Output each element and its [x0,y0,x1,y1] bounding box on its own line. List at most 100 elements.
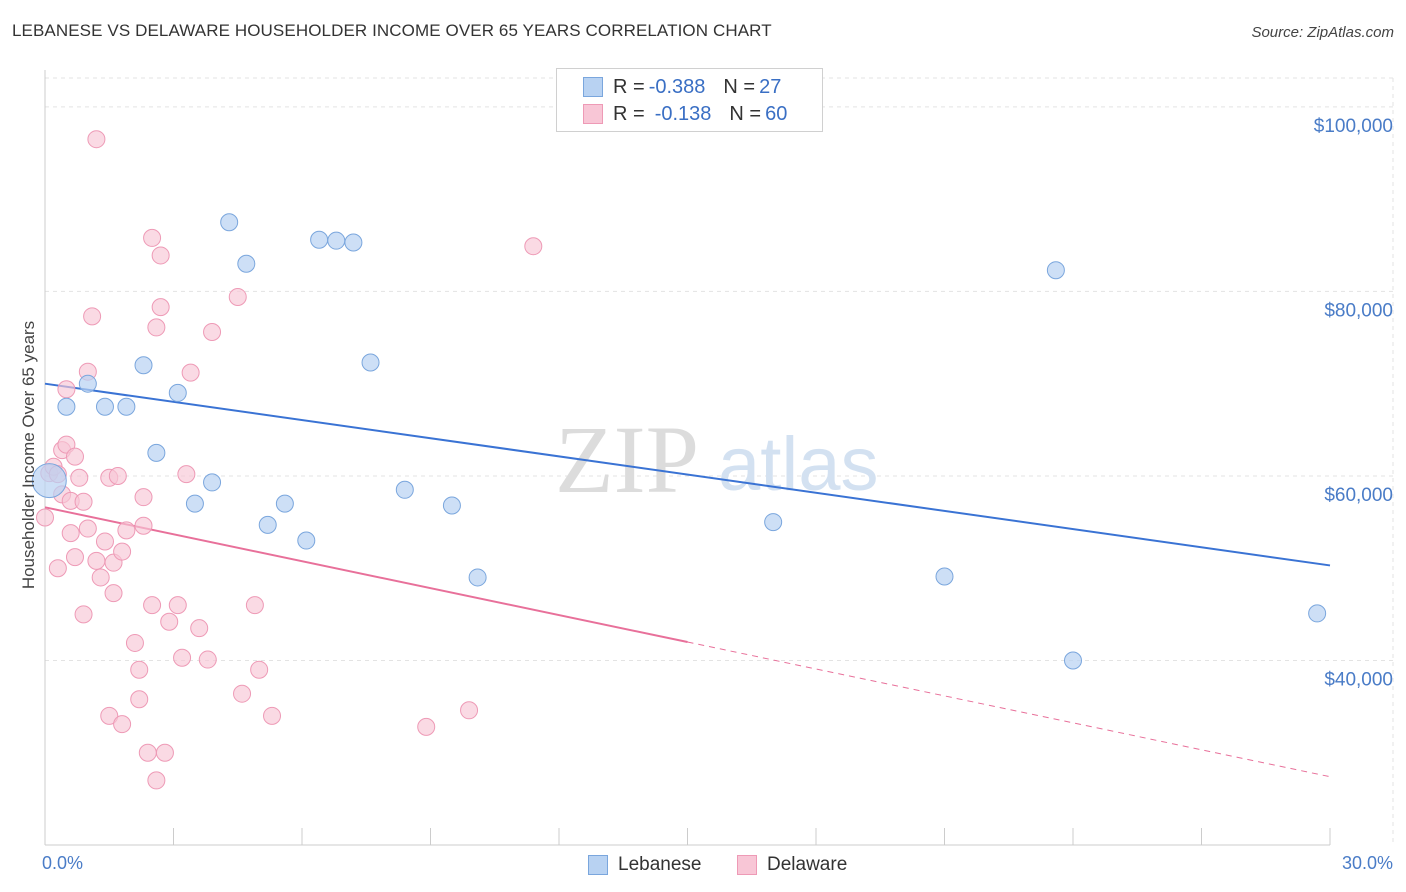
delaware-point [190,619,209,638]
delaware-point [130,660,149,679]
legend-n-value: 60 [765,102,788,125]
delaware-point [168,596,187,615]
lebanese-legend-swatch [588,855,608,875]
y-tick-label: $60,000 [1324,485,1393,506]
lebanese-point [1064,651,1082,670]
lebanese-legend-label: Lebanese [618,854,702,875]
x-tick-label: 30.0% [1342,853,1393,873]
legend-r-label: R = [613,102,645,125]
delaware-legend-swatch [737,855,757,875]
lebanese-point [764,513,783,532]
delaware-point [228,287,247,306]
lebanese-point [361,353,380,372]
lebanese-point [117,397,136,416]
chart-title: LEBANESE VS DELAWARE HOUSEHOLDER INCOME … [12,21,772,40]
lebanese-point [275,494,294,513]
delaware-point [245,596,264,615]
lebanese-point [147,443,166,462]
delaware-point [250,660,269,679]
lebanese-swatch [583,77,603,97]
legend-n-label: N = [723,75,756,98]
delaware-point [417,717,436,736]
lebanese-point [310,230,329,249]
delaware-point [173,648,192,667]
delaware-point [113,542,132,561]
lebanese-point [1308,604,1327,623]
axes [44,70,1331,846]
delaware-point [74,605,93,624]
legend-n-value: 27 [759,75,782,98]
legend-n-label: N = [729,102,762,125]
delaware-point [87,130,106,149]
lebanese-point [134,356,153,375]
y-axis-label: Householder Income Over 65 years [19,321,38,589]
delaware-point [177,465,196,484]
delaware-point [155,743,174,762]
delaware-point [263,706,282,725]
legend-row-delaware: R = -0.138 N = 60 [557,100,787,128]
lebanese-point [297,531,316,550]
delaware-point [147,318,166,337]
y-tick-label: $100,000 [1314,116,1393,137]
delaware-point [108,466,127,485]
delaware-point [134,488,153,507]
delaware-point [83,307,102,326]
delaware-point [117,521,136,540]
delaware-point [78,519,97,538]
lebanese-point [258,515,277,534]
lebanese-trend-line [44,382,1331,567]
delaware-point [70,468,89,487]
lebanese-point [935,567,954,586]
legend-row-lebanese: R = -0.388 N = 27 [557,73,781,101]
delaware-point [147,771,166,790]
delaware-point [198,650,217,669]
lebanese-point [78,374,97,393]
tick-labels: $40,000 $60,000 $80,000 $100,000 0.0% 30.0% [42,116,1393,873]
delaware-trend-extension [687,641,1331,778]
delaware-point [460,701,479,720]
delaware-point [130,690,149,709]
lebanese-point [220,213,239,232]
lebanese-point [31,463,67,499]
delaware-point [48,559,67,578]
lebanese-point [1046,261,1065,280]
y-tick-label: $40,000 [1324,669,1393,690]
delaware-point [91,568,110,587]
delaware-point [143,596,162,615]
delaware-point [57,380,76,399]
delaware-point [160,612,179,631]
lebanese-point [203,473,222,492]
lebanese-point [468,568,487,587]
legend-r-value: -0.388 [648,75,706,98]
delaware-point [143,228,162,247]
correlation-legend: R = -0.388 N = 27 R = -0.138 N = 60 [556,68,823,132]
delaware-point [61,524,80,543]
watermark-atlas: atlas [718,422,879,507]
legend-r-label: R = [613,75,645,98]
delaware-point [125,633,144,652]
delaware-point [151,298,170,317]
lebanese-point [185,494,204,513]
lebanese-point [237,254,256,273]
x-tick-label: 0.0% [42,853,83,873]
delaware-point [524,237,543,256]
bottom-legend-delaware: Delaware [737,852,847,878]
delaware-point [138,743,157,762]
y-tick-label: $80,000 [1324,300,1393,321]
lebanese-point [442,496,461,515]
lebanese-point [57,397,76,416]
delaware-swatch [583,104,603,124]
data-points [31,130,1327,790]
delaware-point [233,684,252,703]
delaware-point [65,548,84,567]
delaware-point [100,706,119,725]
lebanese-point [344,233,363,252]
lebanese-point [395,480,414,499]
delaware-point [151,246,170,265]
source-label: Source: ZipAtlas.com [1251,24,1394,41]
lebanese-point [95,397,114,416]
lebanese-point [327,231,346,250]
delaware-point [203,323,222,342]
delaware-point [113,715,132,734]
lebanese-point [168,383,187,402]
